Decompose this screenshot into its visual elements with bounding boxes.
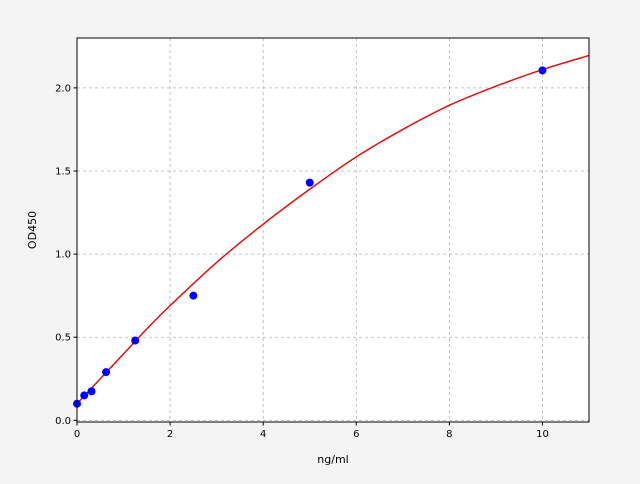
data-point <box>102 368 111 377</box>
x-tick-label: 10 <box>536 429 549 440</box>
data-points <box>73 66 547 408</box>
data-point <box>538 66 547 75</box>
y-tick-label: 2.0 <box>55 83 71 94</box>
plot-area <box>77 38 589 422</box>
data-point <box>87 387 96 396</box>
data-point <box>131 336 140 345</box>
y-tick-label: 0.5 <box>55 333 71 344</box>
y-axis-label: OD450 <box>26 211 39 249</box>
x-tick-label: 2 <box>167 429 173 440</box>
ticks: 0 2 4 6 8 10 0.0 0.5 1.0 1.5 2.0 <box>55 83 549 440</box>
x-tick-label: 8 <box>446 429 452 440</box>
y-tick-label: 0.0 <box>55 416 71 427</box>
y-tick-label: 1.0 <box>55 250 71 261</box>
x-tick-label: 0 <box>74 429 80 440</box>
data-point <box>189 291 198 300</box>
grid <box>76 38 589 422</box>
axes-frame <box>76 37 590 423</box>
fit-curve-group <box>76 54 590 405</box>
y-tick-label: 1.5 <box>55 166 71 177</box>
fit-curve <box>76 54 590 405</box>
x-tick-label: 6 <box>353 429 359 440</box>
x-tick-label: 4 <box>260 429 266 440</box>
x-axis-label: ng/ml <box>317 453 348 466</box>
data-point <box>80 391 89 400</box>
data-point <box>305 178 314 187</box>
